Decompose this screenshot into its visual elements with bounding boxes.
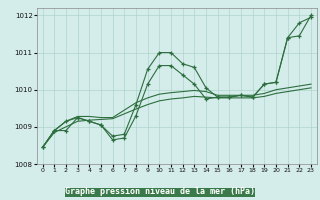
Text: Graphe pression niveau de la mer (hPa): Graphe pression niveau de la mer (hPa): [65, 188, 255, 196]
